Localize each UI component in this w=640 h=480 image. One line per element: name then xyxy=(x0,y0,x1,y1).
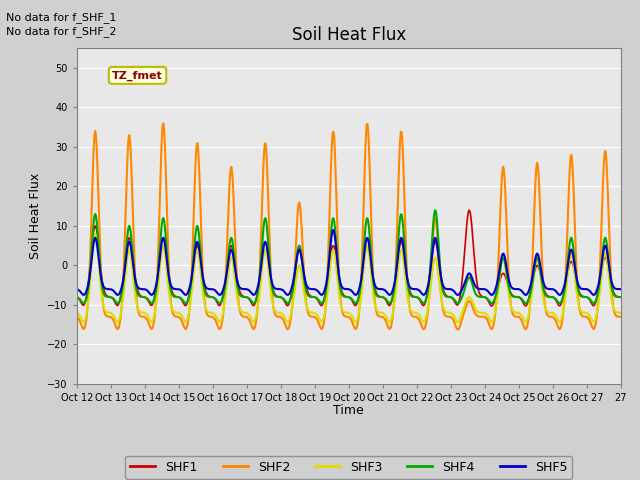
SHF1 xyxy=(617,294,625,300)
SHF4 xyxy=(405,287,413,293)
SHF4 xyxy=(264,232,271,238)
SHF4 xyxy=(237,293,244,299)
SHF1 xyxy=(284,302,292,308)
Text: No data for f_SHF_1: No data for f_SHF_1 xyxy=(6,12,116,23)
SHF3 xyxy=(73,310,81,316)
Line: SHF5: SHF5 xyxy=(77,230,621,295)
Line: SHF4: SHF4 xyxy=(77,210,621,303)
Y-axis label: Soil Heat Flux: Soil Heat Flux xyxy=(29,173,42,259)
SHF5 xyxy=(454,292,461,298)
SHF5 xyxy=(330,227,337,233)
SHF5 xyxy=(436,267,444,273)
SHF5 xyxy=(617,286,625,292)
SHF2 xyxy=(406,304,413,310)
Legend: SHF1, SHF2, SHF3, SHF4, SHF5: SHF1, SHF2, SHF3, SHF4, SHF5 xyxy=(125,456,572,479)
Line: SHF3: SHF3 xyxy=(77,234,621,322)
SHF2 xyxy=(264,199,272,204)
SHF1 xyxy=(465,207,473,213)
SHF1 xyxy=(435,260,443,266)
SHF2 xyxy=(285,325,292,331)
SHF4 xyxy=(73,294,81,300)
SHF2 xyxy=(617,314,625,320)
SHF1 xyxy=(405,284,413,290)
Title: Soil Heat Flux: Soil Heat Flux xyxy=(292,25,406,44)
SHF5 xyxy=(406,284,413,289)
SHF2 xyxy=(159,120,167,126)
SHF1 xyxy=(264,254,271,260)
SHF3 xyxy=(454,319,461,325)
SHF1 xyxy=(137,293,145,299)
SHF2 xyxy=(237,312,245,318)
SHF4 xyxy=(617,294,625,300)
SHF3 xyxy=(138,310,145,315)
SHF4 xyxy=(284,300,292,306)
SHF3 xyxy=(436,285,444,291)
SHF3 xyxy=(406,304,413,310)
SHF4 xyxy=(454,300,461,306)
SHF1 xyxy=(237,290,244,296)
SHF4 xyxy=(137,294,145,300)
SHF1 xyxy=(488,303,495,309)
SHF2 xyxy=(73,314,81,320)
SHF1 xyxy=(73,294,81,300)
SHF5 xyxy=(284,292,292,298)
Text: No data for f_SHF_2: No data for f_SHF_2 xyxy=(6,26,117,37)
SHF4 xyxy=(436,261,444,267)
SHF3 xyxy=(237,309,245,314)
SHF5 xyxy=(73,287,81,292)
Line: SHF2: SHF2 xyxy=(77,123,621,330)
X-axis label: Time: Time xyxy=(333,405,364,418)
SHF2 xyxy=(436,276,444,282)
SHF3 xyxy=(92,231,99,237)
Line: SHF1: SHF1 xyxy=(77,210,621,306)
SHF5 xyxy=(264,249,271,255)
SHF2 xyxy=(137,313,145,319)
SHF3 xyxy=(617,310,625,316)
SHF5 xyxy=(137,286,145,292)
SHF3 xyxy=(264,265,272,271)
SHF5 xyxy=(237,286,244,291)
SHF2 xyxy=(454,327,461,333)
SHF4 xyxy=(431,207,439,213)
SHF3 xyxy=(285,318,292,324)
Text: TZ_fmet: TZ_fmet xyxy=(112,70,163,81)
